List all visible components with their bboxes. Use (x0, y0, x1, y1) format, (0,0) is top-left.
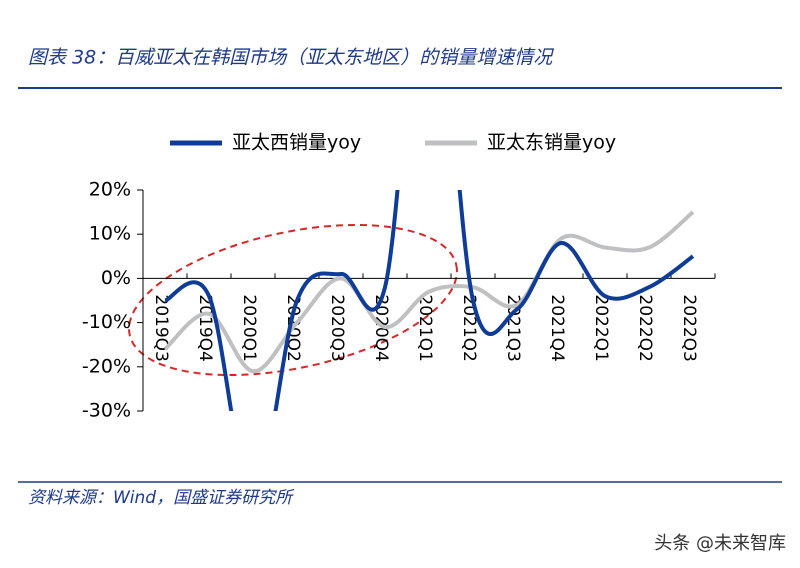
series-line (164, 190, 695, 411)
x-tick-label: 2021Q1 (415, 294, 435, 361)
x-tick-label: 2019Q3 (151, 294, 171, 361)
chart-title: 图表 38：百威亚太在韩国市场（亚太东地区）的销量增速情况 (28, 47, 554, 69)
legend-label: 亚太西销量yoy (232, 132, 361, 154)
x-tick-label: 2022Q3 (679, 294, 699, 361)
series-line (163, 210, 695, 374)
legend-label: 亚太东销量yoy (487, 132, 616, 154)
x-tick-label: 2022Q2 (635, 294, 655, 361)
x-tick-label: 2021Q4 (547, 294, 567, 361)
y-tick-label: 10% (89, 223, 131, 245)
x-tick-label: 2020Q1 (239, 294, 259, 361)
x-tick-label: 2020Q4 (371, 294, 391, 361)
plot-area (163, 190, 695, 411)
source: 资料来源：Wind，国盛证券研究所 (28, 488, 295, 508)
y-tick-label: -30% (82, 400, 131, 422)
highlight-ellipse (128, 223, 458, 377)
x-tick-label: 2020Q3 (327, 294, 347, 361)
x-tick-label: 2022Q1 (591, 294, 611, 361)
y-tick-label: 0% (101, 267, 131, 289)
y-tick-label: -20% (82, 355, 131, 377)
y-tick-label: -10% (82, 311, 131, 333)
watermark: 头条 @未来智库 (654, 533, 786, 554)
x-tick-label: 2021Q3 (503, 294, 523, 361)
y-tick-label: 20% (89, 179, 131, 201)
x-tick-label: 2019Q4 (195, 294, 215, 361)
